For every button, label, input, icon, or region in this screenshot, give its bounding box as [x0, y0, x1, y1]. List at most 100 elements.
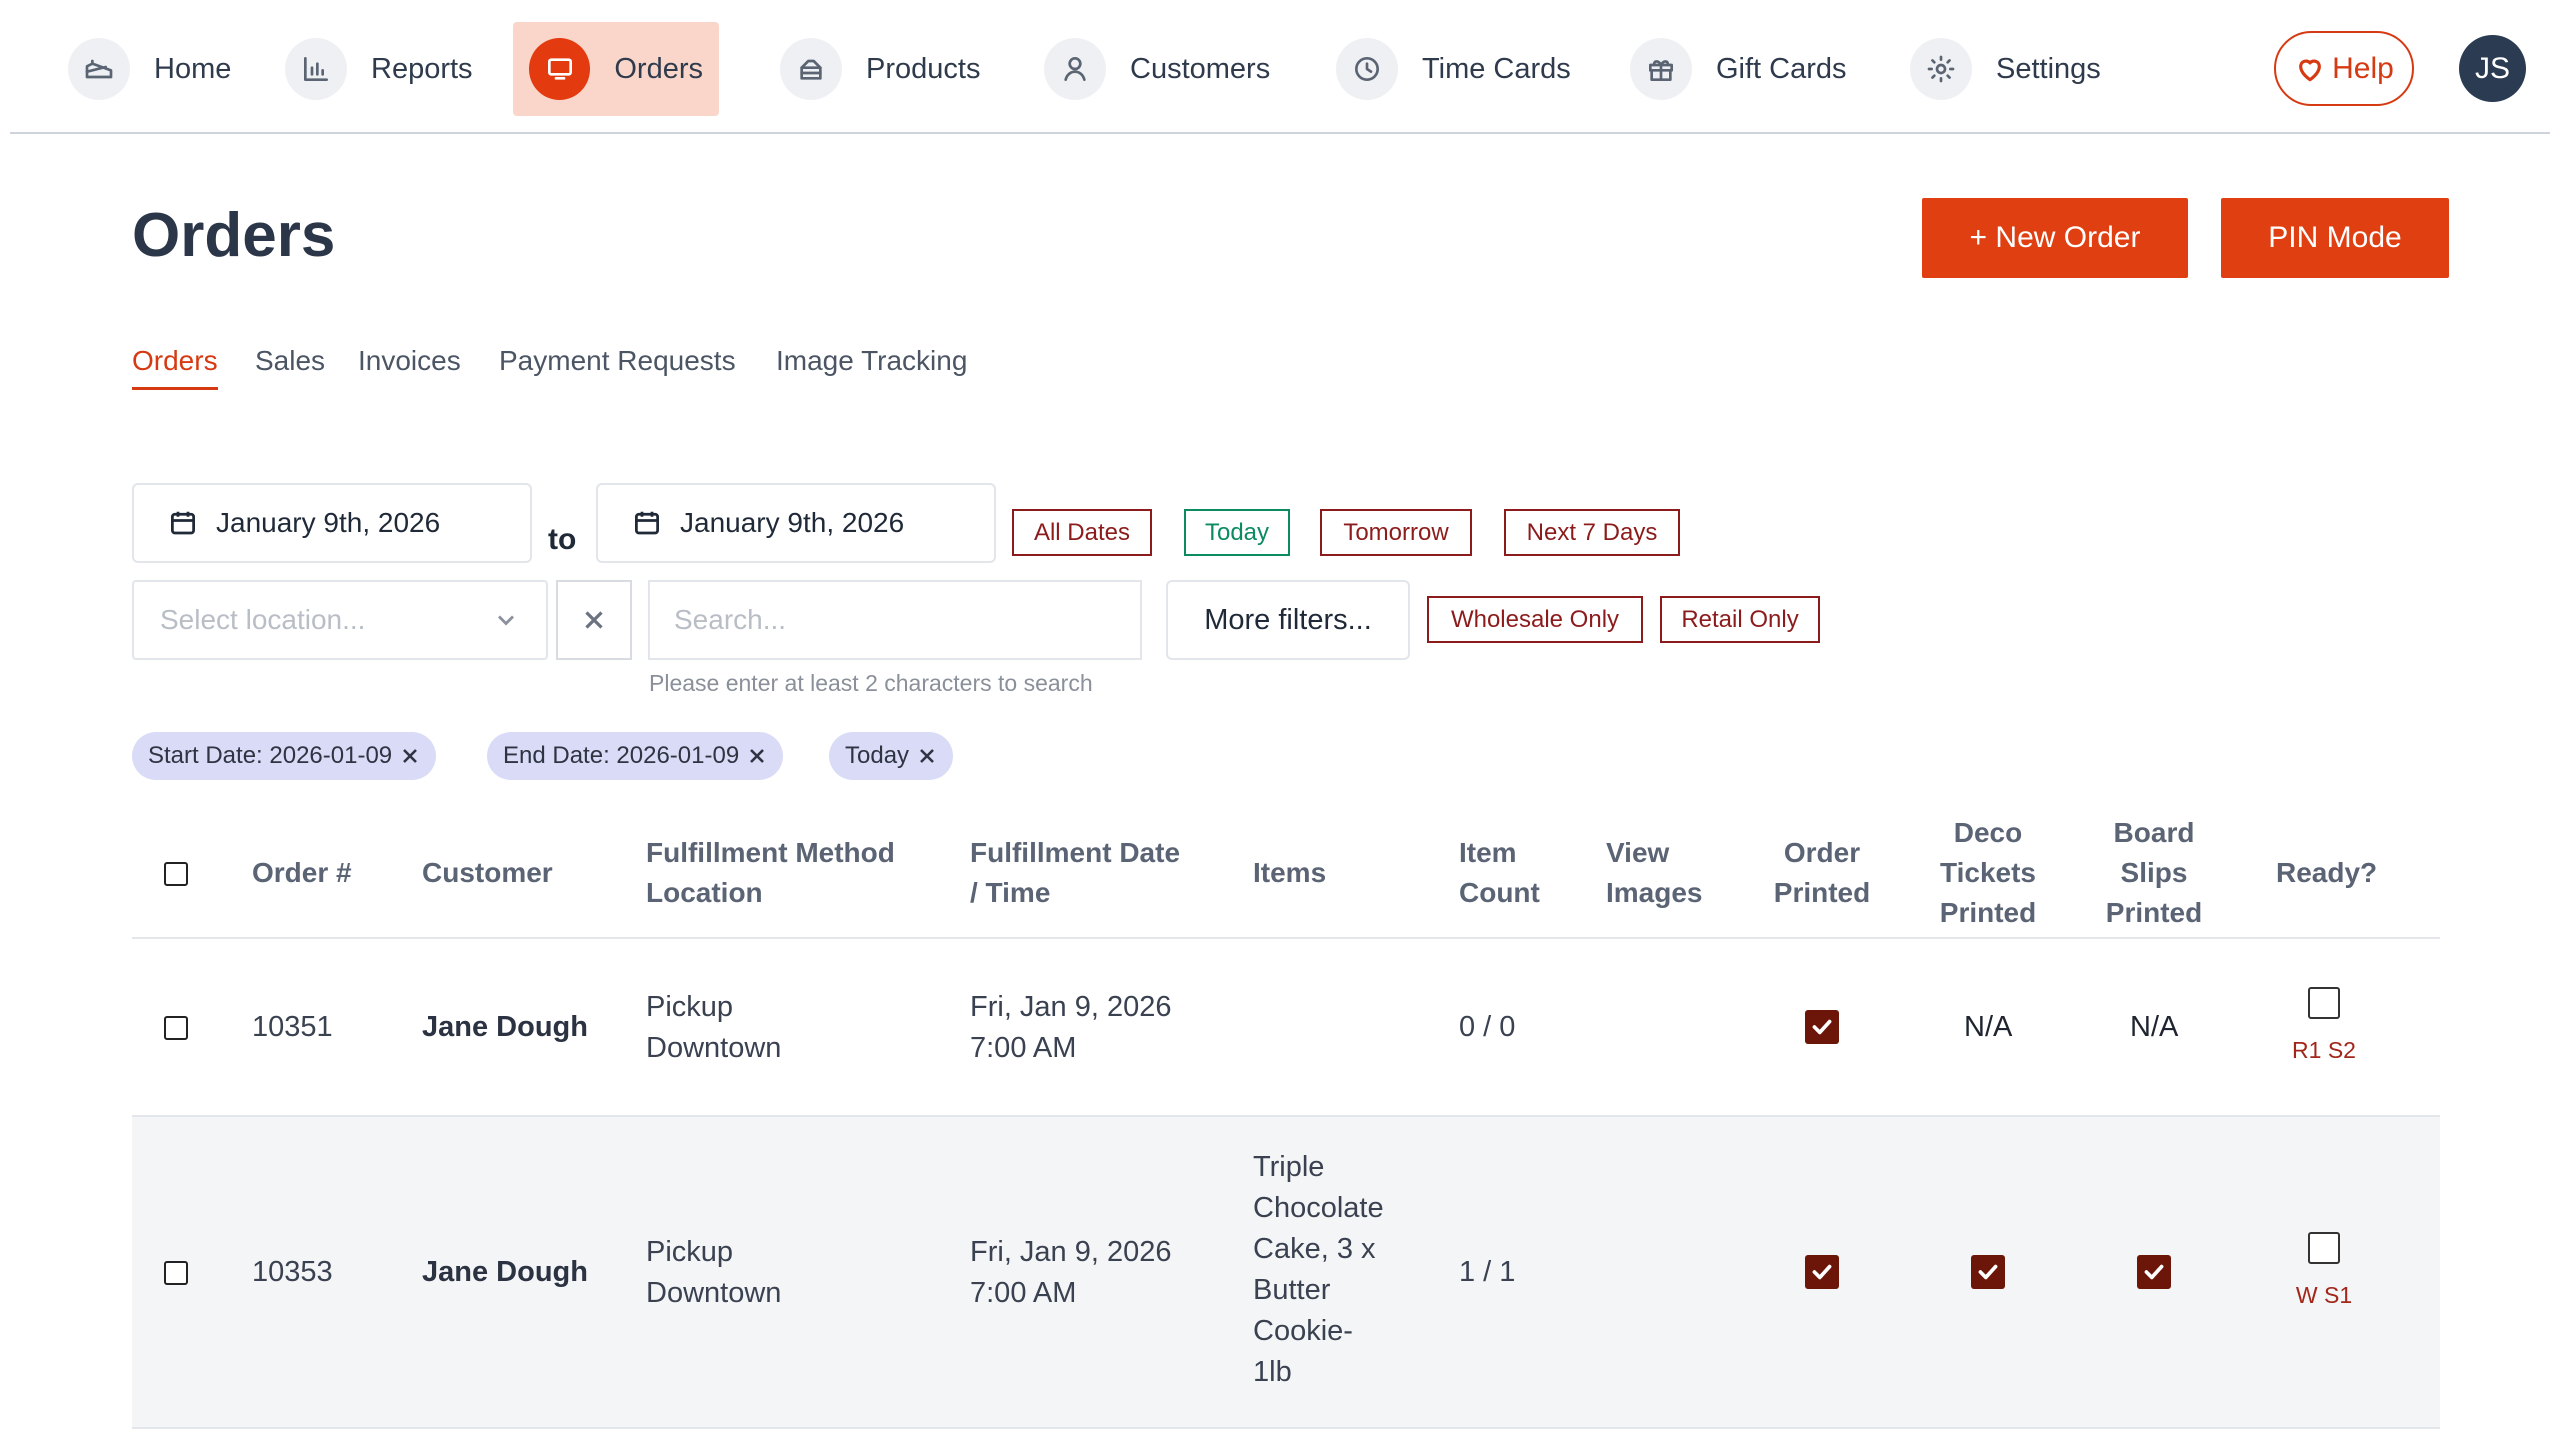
more-filters-button[interactable]: More filters... [1166, 580, 1410, 660]
end-date-value: January 9th, 2026 [680, 507, 905, 538]
item-line: 1lb [1253, 1356, 1292, 1388]
deco-tickets-printed: N/A [1964, 1011, 2013, 1043]
close-icon[interactable] [915, 744, 939, 768]
close-icon [585, 611, 603, 629]
checkmark-icon [1978, 1264, 1998, 1280]
order-number[interactable]: 10351 [252, 1011, 333, 1043]
order-number[interactable]: 10353 [252, 1256, 333, 1288]
row-select-checkbox[interactable] [164, 1261, 188, 1285]
header-line: / Time [970, 877, 1051, 908]
column-header-fulfillment-date[interactable]: Fulfillment Date / Time [970, 833, 1180, 913]
avatar[interactable]: JS [2459, 35, 2526, 102]
header-line: Deco [1953, 817, 2023, 848]
all-dates-button[interactable]: All Dates [1012, 509, 1152, 556]
tab-payment-requests[interactable]: Payment Requests [499, 345, 736, 376]
customer-name[interactable]: Jane Dough [422, 1011, 588, 1043]
board-slips-printed: N/A [2130, 1011, 2179, 1043]
ready-checkbox[interactable] [2308, 987, 2340, 1019]
divider [132, 1115, 2440, 1117]
nav-item-home[interactable]: Home [52, 22, 247, 116]
chip-label: Today [845, 742, 910, 769]
close-icon[interactable] [398, 744, 422, 768]
new-order-button[interactable]: + New Order [1922, 198, 2188, 278]
heart-icon [2299, 59, 2322, 81]
start-date-value: January 9th, 2026 [216, 507, 441, 538]
start-date-picker[interactable]: January 9th, 2026 [132, 483, 532, 563]
gift-icon [1630, 38, 1692, 100]
order-printed-checkbox[interactable] [1805, 1010, 1839, 1044]
column-header-fulfillment-method[interactable]: Fulfillment Method Location [646, 833, 895, 913]
nav-item-products[interactable]: Products [764, 22, 996, 116]
nav-item-time-cards[interactable]: Time Cards [1320, 22, 1587, 116]
tomorrow-button[interactable]: Tomorrow [1320, 509, 1472, 556]
help-button[interactable]: Help [2274, 31, 2414, 106]
clear-location-button[interactable] [556, 580, 632, 660]
items-list: Triple Chocolate Cake, 3 x Butter Cookie… [1253, 1147, 1384, 1393]
nav-label: Customers [1130, 52, 1271, 85]
customer-name[interactable]: Jane Dough [422, 1256, 588, 1288]
header-line: Board [2113, 817, 2195, 848]
date: Fri, Jan 9, 2026 [970, 1236, 1172, 1268]
today-button[interactable]: Today [1184, 509, 1290, 556]
header-line: Order [1783, 837, 1861, 868]
nav-label: Products [866, 52, 981, 85]
location-select[interactable]: Select location... [132, 580, 548, 660]
column-header-deco-tickets-printed: Deco Tickets Printed [1928, 813, 2048, 933]
board-slips-printed-checkbox[interactable] [2137, 1255, 2171, 1289]
tab-sales[interactable]: Sales [255, 345, 326, 376]
column-header-item-count: Item Count [1459, 833, 1540, 913]
checkmark-icon [1812, 1264, 1832, 1280]
nav-item-gift-cards[interactable]: Gift Cards [1614, 22, 1863, 116]
item-line: Butter [1253, 1274, 1331, 1306]
select-all-checkbox[interactable] [164, 862, 188, 886]
retail-only-button[interactable]: Retail Only [1660, 596, 1820, 643]
header-line: Fulfillment Method [646, 837, 895, 868]
header-line: View [1606, 837, 1670, 868]
column-header-order-number[interactable]: Order # [252, 857, 352, 888]
nav-item-orders[interactable]: Orders [513, 22, 719, 116]
location: Downtown [646, 1032, 782, 1064]
ready-location-code: W S1 [2295, 1282, 2353, 1308]
column-header-order-printed: Order Printed [1762, 833, 1882, 913]
nav-label: Gift Cards [1716, 52, 1847, 85]
header-line: Count [1459, 877, 1540, 908]
nav-item-reports[interactable]: Reports [269, 22, 489, 116]
calendar-icon [171, 511, 195, 535]
tab-invoices[interactable]: Invoices [358, 345, 461, 376]
fulfillment-date: Fri, Jan 9, 2026 7:00 AM [970, 1232, 1172, 1314]
deco-tickets-printed-checkbox[interactable] [1971, 1255, 2005, 1289]
nav-label: Settings [1996, 52, 2101, 85]
fulfillment-method: Pickup Downtown [646, 1232, 781, 1314]
header-line: Printed [1773, 877, 1871, 908]
gear-icon [1910, 38, 1972, 100]
tab-image-tracking[interactable]: Image Tracking [776, 345, 968, 376]
ready-location-code: R1 S2 [2292, 1037, 2356, 1063]
date-range-separator: to [548, 523, 577, 556]
pin-mode-button[interactable]: PIN Mode [2221, 198, 2449, 278]
location: Downtown [646, 1277, 782, 1309]
tab-orders[interactable]: Orders [132, 345, 218, 390]
filter-chip-end-date[interactable]: End Date: 2026-01-09 [487, 732, 784, 780]
chevron-down-icon [498, 615, 514, 626]
column-header-customer[interactable]: Customer [422, 857, 553, 888]
nav-item-customers[interactable]: Customers [1028, 22, 1286, 116]
method: Pickup [646, 991, 734, 1023]
item-count: 0 / 0 [1459, 1011, 1516, 1043]
next-7-days-button[interactable]: Next 7 Days [1504, 509, 1680, 556]
close-icon[interactable] [745, 744, 769, 768]
ready-checkbox[interactable] [2308, 1232, 2340, 1264]
row-select-checkbox[interactable] [164, 1016, 188, 1040]
wholesale-only-button[interactable]: Wholesale Only [1427, 596, 1643, 643]
filter-chip-today[interactable]: Today [829, 732, 954, 780]
fulfillment-method: Pickup Downtown [646, 987, 781, 1069]
nav-item-settings[interactable]: Settings [1894, 22, 2117, 116]
end-date-picker[interactable]: January 9th, 2026 [596, 483, 996, 563]
location-placeholder: Select location... [160, 604, 366, 635]
checkmark-icon [1812, 1019, 1832, 1035]
nav-label: Home [154, 52, 232, 85]
nav-label: Orders [614, 52, 703, 85]
search-input[interactable] [648, 580, 1142, 660]
table-row[interactable] [132, 1117, 2440, 1427]
filter-chip-start-date[interactable]: Start Date: 2026-01-09 [132, 732, 437, 780]
order-printed-checkbox[interactable] [1805, 1255, 1839, 1289]
